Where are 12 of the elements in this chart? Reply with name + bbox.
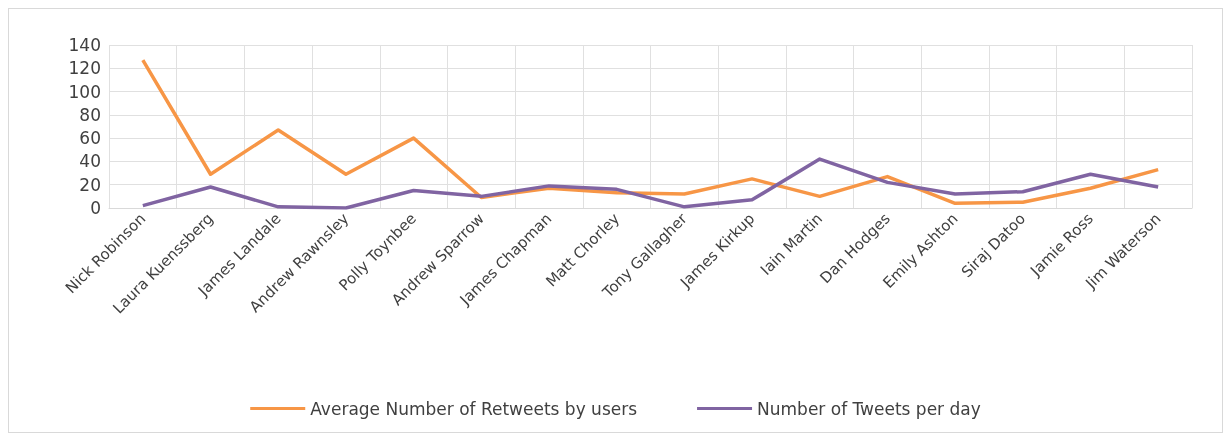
y-tick-label: 0: [90, 198, 101, 218]
y-tick-label: 80: [79, 104, 101, 125]
line-series: [141, 157, 1160, 210]
y-tick-label: 100: [68, 81, 101, 102]
line-series: [141, 58, 1160, 206]
legend-label: Number of Tweets per day: [757, 398, 981, 419]
y-tick-label: 140: [68, 35, 101, 55]
legend-label: Average Number of Retweets by users: [310, 398, 638, 419]
y-tick-label: 40: [79, 151, 101, 172]
y-tick-label: 120: [68, 58, 101, 79]
y-tick-label: 20: [79, 174, 101, 195]
y-tick-label: 60: [79, 128, 101, 149]
